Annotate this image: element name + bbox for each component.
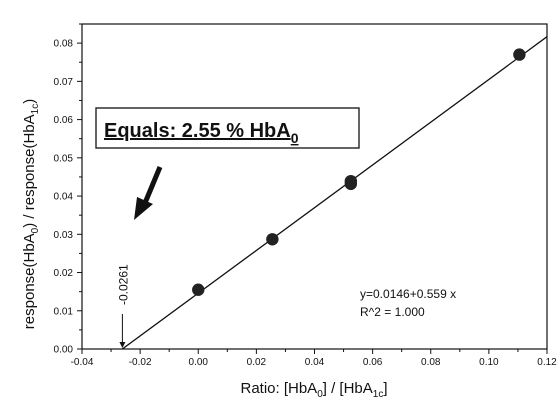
x-intercept-arrow-head xyxy=(119,342,126,348)
x-tick-label: 0.04 xyxy=(305,357,325,368)
y-tick-label: 0.01 xyxy=(54,306,74,317)
y-tick-label: 0.07 xyxy=(54,77,74,88)
x-tick-label: 0.08 xyxy=(421,357,441,368)
y-tick-label: 0.06 xyxy=(54,115,74,126)
data-point xyxy=(344,174,358,188)
x-tick-label: 0.06 xyxy=(363,357,383,368)
r-squared: R^2 = 1.000 xyxy=(360,305,425,319)
x-tick-label: 0.12 xyxy=(537,357,557,368)
y-tick-label: 0.08 xyxy=(54,39,74,50)
fit-equation: y=0.0146+0.559 x xyxy=(360,287,456,301)
callout-border xyxy=(95,107,360,149)
data-point xyxy=(192,283,205,296)
callout-arrow xyxy=(134,166,163,220)
x-tick-label: 0.02 xyxy=(247,357,267,368)
y-tick-label: 0.04 xyxy=(54,192,74,203)
data-point xyxy=(513,48,526,61)
data-point xyxy=(266,233,279,246)
x-tick-label: 0.00 xyxy=(189,357,209,368)
y-tick-label: 0.00 xyxy=(54,345,74,356)
x-tick-label: 0.10 xyxy=(479,357,499,368)
y-tick-label: 0.05 xyxy=(54,153,74,164)
x-intercept-arrow xyxy=(119,314,126,348)
x-tick-label: -0.02 xyxy=(129,357,152,368)
y-tick-label: 0.02 xyxy=(54,268,74,279)
x-tick-label: -0.04 xyxy=(71,357,94,368)
callout-box: Equals: 2.55 % HbA0 xyxy=(95,107,360,149)
x-intercept-label: -0.0261 xyxy=(116,264,130,305)
y-axis-title: response(HbA0) / response(HbA1c) xyxy=(21,99,41,329)
y-tick-label: 0.03 xyxy=(54,230,74,241)
fit-line xyxy=(121,36,548,350)
x-axis-title: Ratio: [HbA0] / [HbA1c] xyxy=(240,380,387,400)
callout-text: Equals: 2.55 % HbA0 xyxy=(104,120,299,146)
